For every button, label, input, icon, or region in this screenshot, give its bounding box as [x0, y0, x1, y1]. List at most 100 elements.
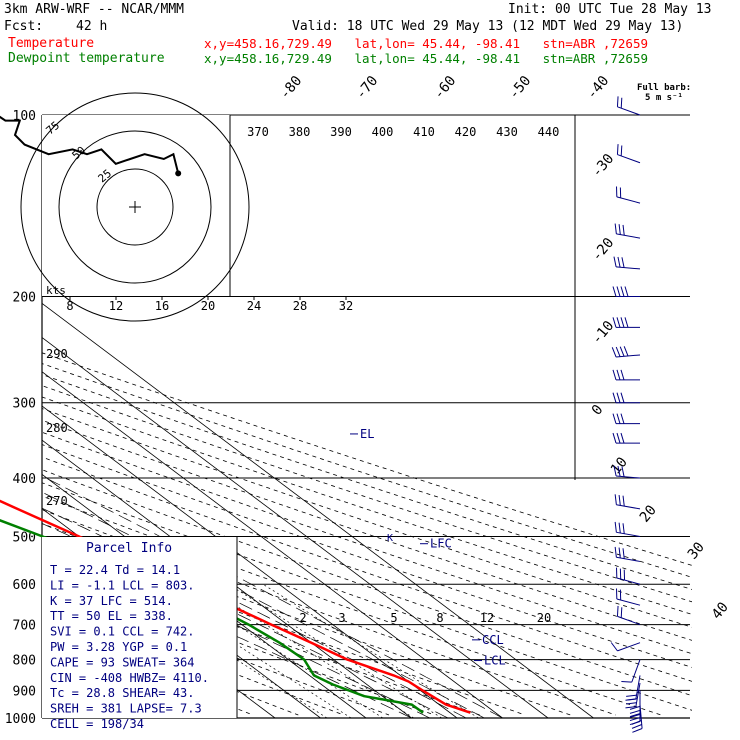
temperature-axis-label: -30	[589, 151, 618, 181]
pressure-label: 300	[13, 397, 36, 412]
mixing-ratio-label: 5	[390, 611, 397, 625]
theta-label: 380	[289, 125, 311, 139]
wind-barb-flag	[629, 705, 641, 710]
theta-label: 430	[496, 125, 518, 139]
wind-barb-flag	[629, 709, 641, 714]
upper-x-tick: 20	[201, 299, 215, 313]
pressure-label: 600	[13, 578, 36, 593]
parcel-info-row: CAPE = 93 SWEAT= 364	[50, 655, 195, 669]
wind-barb-flag	[620, 607, 623, 618]
wind-barb-flag	[618, 494, 621, 506]
wind-barb-flag	[620, 286, 625, 297]
wind-barb-flag	[617, 465, 621, 477]
parcel-info-row: TT = 50 EL = 338.	[50, 609, 173, 623]
wind-barb-flag	[621, 466, 625, 477]
hodograph-ring	[20, 92, 250, 322]
wind-barb-flag	[622, 224, 625, 236]
theta-label-left: 280	[46, 421, 68, 435]
wind-barb-flag	[631, 724, 642, 729]
isotherm	[0, 115, 2, 718]
theta-label: 440	[538, 125, 560, 139]
pressure-label: 900	[13, 684, 36, 699]
parcel-info-row: K = 37 LFC = 514.	[50, 594, 173, 608]
wind-barb-flag	[622, 495, 625, 507]
wind-barb-flag	[612, 317, 617, 328]
wind-barb-flag	[629, 713, 641, 718]
wind-barb-flag	[614, 494, 617, 505]
wind-barb-flag	[618, 547, 621, 559]
parcel-info-row: CIN = -408 HWBZ= 4110.	[50, 671, 209, 685]
model-title: 3km ARW-WRF -- NCAR/MMM	[4, 2, 185, 17]
wind-barb-flag	[618, 224, 621, 235]
el-level-label: EL	[360, 427, 374, 441]
init-time: Init: 00 UTC Tue 28 May 13	[508, 2, 712, 17]
wind-barb-flag	[620, 432, 625, 444]
wind-barb-flag	[614, 521, 617, 533]
valid-time: Valid: 18 UTC Wed 29 May 13 (12 MDT Wed …	[292, 19, 684, 34]
wind-barb-flag	[622, 548, 625, 559]
theta-label: 370	[247, 125, 269, 139]
mixing-ratio-label: 2	[299, 611, 306, 625]
barb-legend-units: 5 m s⁻¹	[645, 93, 683, 103]
wind-barb-flag	[620, 145, 623, 156]
upper-x-tick: 16	[155, 299, 169, 313]
dry-adiabat	[42, 537, 526, 716]
wind-barb-flag	[616, 392, 621, 403]
lcl-level-label: LCL	[484, 654, 506, 668]
temperature-axis-label: 0	[589, 402, 607, 419]
wind-barb-flag	[621, 257, 625, 268]
upper-x-tick: 32	[339, 299, 353, 313]
theta-label: 410	[413, 125, 435, 139]
wind-barb-flag	[620, 317, 625, 328]
pressure-label: 200	[13, 291, 36, 306]
wind-barb-flag	[615, 346, 621, 357]
temperature-location: x,y=458.16,729.49 lat,lon= 45.44, -98.41…	[204, 36, 649, 51]
wind-barb-flag	[626, 698, 638, 701]
pressure-label: 400	[13, 472, 36, 487]
wind-barb-flag	[612, 369, 617, 381]
parcel-info-row: Tc = 28.8 SHEAR= 43.	[50, 686, 195, 700]
wind-barb-staff	[631, 659, 641, 683]
pressure-label: 700	[13, 619, 36, 634]
theta-label: 390	[330, 125, 352, 139]
wind-barb-flag	[616, 96, 619, 107]
wind-barb-flag	[620, 369, 625, 381]
dewpoint-legend: Dewpoint temperature	[8, 51, 165, 66]
wind-barb-flag	[621, 681, 632, 683]
wind-barb-staff	[616, 196, 641, 204]
parcel-info-title: Parcel Info	[86, 541, 172, 556]
wind-barb-flag	[610, 642, 618, 652]
wind-barb-flag	[612, 286, 617, 297]
wind-barb-flag	[629, 717, 641, 722]
wind-barb-flag	[616, 432, 621, 444]
moist-adiabat	[42, 507, 467, 718]
wind-barb-flag	[626, 702, 637, 705]
upper-x-tick: 24	[247, 299, 261, 313]
barb-legend-title: Full barb:	[637, 83, 692, 93]
mixing-ratio-label: 12	[480, 611, 494, 625]
lfc-level-label: LFC	[430, 537, 452, 551]
wind-barb-flag	[612, 392, 617, 403]
isotherm	[42, 439, 412, 718]
temperature-axis-label: -40	[584, 73, 613, 103]
mixing-ratio-label: 8	[436, 611, 443, 625]
wind-barb-flag	[624, 286, 629, 297]
wind-barb-flag	[612, 413, 617, 424]
temperature-axis-label: 20	[637, 502, 660, 525]
hodograph-units: kts	[46, 284, 66, 297]
wind-barb-flag	[626, 694, 637, 697]
forecast-hour: 42 h	[76, 19, 108, 34]
wind-barb-flag	[614, 223, 617, 234]
wind-barb-flag	[613, 465, 617, 477]
wind-barb-flag	[618, 522, 621, 534]
temperature-axis-label: -10	[589, 318, 618, 348]
mixing-ratio-label: 20	[537, 611, 551, 625]
temperature-profile	[0, 499, 471, 714]
k-index-marker: K	[387, 533, 393, 544]
wind-barb-flag	[631, 720, 642, 725]
pressure-label: 1000	[5, 712, 36, 727]
pressure-label: 500	[13, 530, 36, 545]
dry-adiabat	[42, 352, 692, 566]
forecast-label: Fcst:	[4, 19, 44, 34]
